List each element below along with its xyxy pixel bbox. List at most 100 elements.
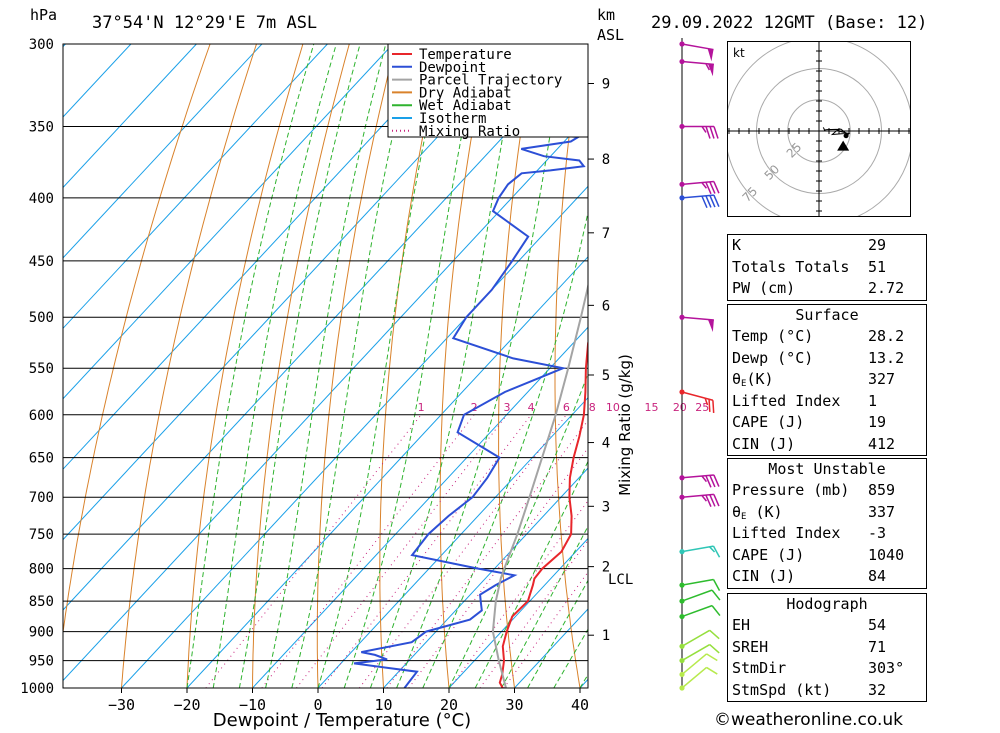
mixing-ratio-line xyxy=(358,414,567,688)
datetime-title: 29.09.2022 12GMT (Base: 12) xyxy=(651,13,928,33)
wind-barb xyxy=(679,589,721,604)
row-label-subscript: E xyxy=(741,379,747,389)
isotherm-line xyxy=(63,44,459,470)
legend-entry: Dewpoint xyxy=(419,60,486,76)
wind-barb-dot xyxy=(679,685,685,691)
mixing-ratio-label: 6 xyxy=(563,401,570,414)
wind-barb-staff xyxy=(681,43,714,51)
legend-entry: Parcel Trajectory xyxy=(419,73,562,89)
wind-barb xyxy=(679,653,718,678)
wind-barb-staff xyxy=(681,194,714,199)
wet-adiabat-line xyxy=(265,44,387,688)
wind-barb-feather xyxy=(705,494,712,508)
km-unit-label: km xyxy=(597,6,616,24)
row-value: 859 xyxy=(868,481,896,499)
wind-barb-feather xyxy=(705,63,711,71)
wind-barb-dot xyxy=(679,613,685,620)
wind-barb-feather xyxy=(709,181,716,194)
wind-barb xyxy=(679,58,714,77)
row-label: Dewp (°C) xyxy=(732,348,814,367)
dewpoint-line xyxy=(353,102,588,688)
wind-barb-staff xyxy=(681,474,714,479)
row-label: PW (cm) xyxy=(732,279,796,297)
table-row: Pressure (mb) 859 xyxy=(728,480,926,502)
isotherm-line xyxy=(63,44,263,259)
wind-barb xyxy=(679,194,720,209)
row-value: 71 xyxy=(868,637,887,656)
wind-barb-dot xyxy=(679,549,685,555)
wind-barb-feather xyxy=(705,181,712,195)
row-value: 29 xyxy=(868,236,887,254)
credit-text: ©weatheronline.co.uk xyxy=(714,710,904,730)
wind-barb-pennant xyxy=(707,48,714,62)
row-value: 28.2 xyxy=(868,327,905,345)
row-value: 337 xyxy=(868,502,896,521)
wind-barb xyxy=(679,389,715,413)
wind-barb-dot xyxy=(679,123,685,130)
table-row: CAPE (J) 1040 xyxy=(728,545,926,567)
row-label: Lifted Index xyxy=(732,391,841,410)
pressure-tick-label: 950 xyxy=(29,654,54,670)
dry-adiabat-line xyxy=(379,44,443,688)
pressure-tick-label: 750 xyxy=(29,527,54,543)
hodograph-unit-label: kt xyxy=(733,46,745,60)
table-row: PW (cm) 2.72 xyxy=(728,278,926,300)
wind-barb-pennant xyxy=(707,63,714,77)
mixing-ratio-label: 2 xyxy=(471,401,478,414)
table-row: StmSpd (kt) 32 xyxy=(728,680,926,702)
row-value: 327 xyxy=(868,370,896,388)
row-label: Totals Totals xyxy=(732,257,850,276)
wind-barb-feather xyxy=(705,126,711,139)
isotherm-line xyxy=(317,396,588,688)
x-tick-label: −30 xyxy=(108,696,135,714)
wind-barb-dot xyxy=(679,58,685,65)
wind-barb xyxy=(679,604,721,620)
wind-barb-dot xyxy=(679,195,685,201)
row-value: 1040 xyxy=(868,545,905,564)
row-label: CIN (J) xyxy=(732,567,796,585)
dry-adiabat-line xyxy=(953,44,1000,688)
mixing-ratio-label: 10 xyxy=(606,401,620,414)
pressure-tick-label: 400 xyxy=(29,191,54,207)
wind-barb-staff xyxy=(681,604,713,618)
wind-barb-feather xyxy=(709,629,720,640)
wind-barb-dot xyxy=(679,582,685,588)
row-label: θE(K) xyxy=(732,370,774,389)
wind-barb-dot xyxy=(679,314,685,320)
mixing-ratio-axis-label: Mixing Ratio (g/kg) xyxy=(616,354,634,496)
wind-barb xyxy=(679,123,719,139)
storm-motion-marker xyxy=(837,140,850,151)
wind-barb-staff xyxy=(681,643,711,662)
hpa-unit-label: hPa xyxy=(30,6,58,24)
mixing-ratio-line xyxy=(321,414,532,688)
parcel-trajectory-line xyxy=(491,282,588,688)
row-value: 303° xyxy=(868,659,905,677)
wind-barb xyxy=(679,545,721,558)
wind-barb-staff xyxy=(681,666,707,689)
lcl-label: LCL xyxy=(608,572,633,588)
row-label: CAPE (J) xyxy=(732,413,805,431)
wind-barb-dot xyxy=(679,671,685,678)
mixing-ratio-label: 1 xyxy=(418,401,425,414)
wind-barb-feather xyxy=(713,494,720,507)
isotherm-line xyxy=(63,44,525,541)
wind-barb-feather xyxy=(713,194,720,207)
mixing-ratio-label: 15 xyxy=(645,401,659,414)
table-row: CAPE (J) 19 xyxy=(728,412,926,434)
isotherm-line xyxy=(448,537,588,688)
table-row: CIN (J) 412 xyxy=(728,434,926,456)
wind-barb-feather xyxy=(713,181,720,194)
wind-barb-feather xyxy=(712,579,721,592)
wind-barb-feather xyxy=(706,653,718,662)
table-row: EH 54 xyxy=(728,615,926,637)
wind-barb-pennant xyxy=(707,319,714,332)
row-value: 51 xyxy=(868,257,887,276)
wet-adiabat-line xyxy=(396,44,567,688)
row-label: SREH xyxy=(732,637,769,656)
wind-barb-feather xyxy=(705,195,712,208)
legend-entry: Wet Adiabat xyxy=(419,98,512,114)
km-tick-label: 6 xyxy=(602,298,610,314)
wind-barb-dot xyxy=(679,181,685,187)
wind-barb xyxy=(679,180,720,195)
